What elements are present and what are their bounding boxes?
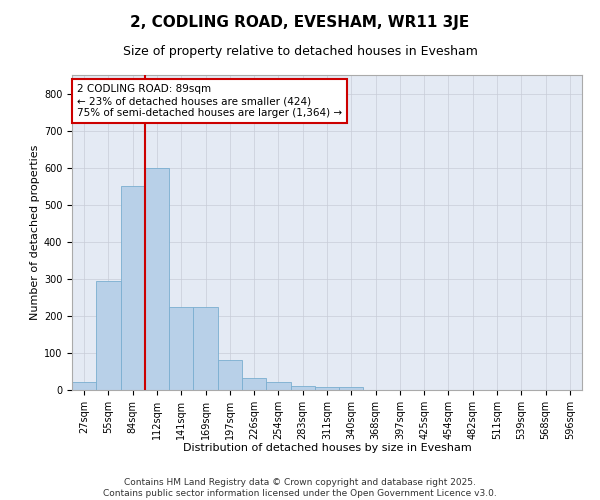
Bar <box>218 360 242 390</box>
Bar <box>96 282 121 390</box>
Bar <box>121 186 145 390</box>
Bar <box>315 386 339 390</box>
X-axis label: Distribution of detached houses by size in Evesham: Distribution of detached houses by size … <box>182 444 472 454</box>
Bar <box>339 388 364 390</box>
Bar <box>72 382 96 390</box>
Text: Size of property relative to detached houses in Evesham: Size of property relative to detached ho… <box>122 45 478 58</box>
Bar <box>145 168 169 390</box>
Bar <box>290 386 315 390</box>
Text: 2, CODLING ROAD, EVESHAM, WR11 3JE: 2, CODLING ROAD, EVESHAM, WR11 3JE <box>130 15 470 30</box>
Bar <box>193 306 218 390</box>
Text: Contains HM Land Registry data © Crown copyright and database right 2025.
Contai: Contains HM Land Registry data © Crown c… <box>103 478 497 498</box>
Text: 2 CODLING ROAD: 89sqm
← 23% of detached houses are smaller (424)
75% of semi-det: 2 CODLING ROAD: 89sqm ← 23% of detached … <box>77 84 342 117</box>
Bar <box>169 306 193 390</box>
Bar <box>242 378 266 390</box>
Y-axis label: Number of detached properties: Number of detached properties <box>29 145 40 320</box>
Bar <box>266 382 290 390</box>
